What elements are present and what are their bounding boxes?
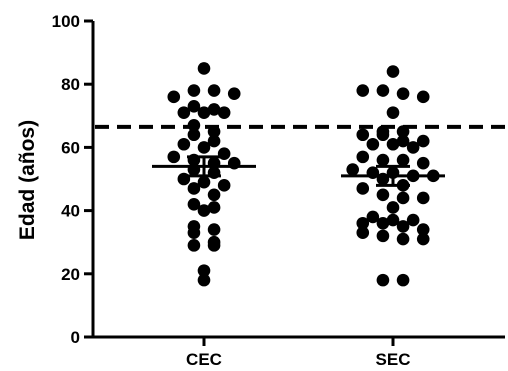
- data-point: [187, 239, 201, 252]
- data-point: [416, 191, 430, 205]
- data-point: [177, 106, 191, 119]
- data-point: [356, 84, 370, 97]
- data-point: [396, 134, 410, 148]
- y-axis-title: Edad (años): [16, 120, 39, 240]
- data-point: [416, 223, 430, 236]
- data-point: [187, 182, 201, 195]
- data-point: [356, 216, 370, 230]
- data-point: [376, 216, 390, 230]
- labels: 0 20 40 60 80 100 CEC SEC: [52, 12, 411, 369]
- data-point: [376, 84, 390, 97]
- data-point: [187, 128, 201, 142]
- y-tick-label: 40: [61, 202, 80, 221]
- data-point: [346, 163, 360, 176]
- data-point: [386, 213, 400, 227]
- data-point: [187, 118, 201, 132]
- data-point: [396, 273, 410, 287]
- data-point: [356, 128, 370, 142]
- data-point: [366, 137, 380, 151]
- mean-sem-bars: [152, 155, 445, 187]
- x-category-label: SEC: [376, 350, 411, 369]
- data-point: [207, 223, 221, 236]
- data-point: [366, 210, 380, 224]
- axes: [84, 19, 505, 346]
- data-point: [396, 191, 410, 205]
- data-point: [396, 87, 410, 100]
- data-point: [217, 179, 231, 192]
- y-tick-label: 60: [61, 138, 80, 157]
- y-tick-label: 20: [61, 265, 80, 284]
- data-point: [227, 87, 241, 100]
- data-point: [197, 264, 211, 277]
- data-point: [396, 232, 410, 246]
- data-point: [356, 182, 370, 195]
- data-point: [167, 90, 181, 104]
- data-point: [406, 141, 420, 154]
- data-point: [207, 235, 221, 249]
- y-tick-label: 80: [61, 75, 80, 94]
- data-points: [167, 62, 440, 287]
- data-point: [416, 90, 430, 104]
- data-point: [376, 153, 390, 167]
- data-point: [187, 100, 201, 113]
- data-point: [396, 125, 410, 138]
- data-point: [207, 125, 221, 138]
- data-point: [177, 137, 191, 151]
- data-point: [197, 106, 211, 119]
- data-point: [376, 229, 390, 243]
- data-point: [187, 220, 201, 233]
- y-tick-label: 0: [71, 328, 80, 347]
- data-point: [376, 273, 390, 287]
- data-point: [416, 134, 430, 148]
- data-point: [416, 232, 430, 246]
- data-point: [386, 65, 400, 78]
- data-point: [406, 213, 420, 227]
- data-point: [187, 84, 201, 97]
- data-point: [386, 106, 400, 119]
- y-tick-label: 100: [52, 12, 80, 31]
- data-point: [197, 273, 211, 287]
- data-point: [396, 220, 410, 233]
- data-point: [356, 150, 370, 164]
- data-point: [207, 201, 221, 214]
- data-point: [207, 134, 221, 148]
- data-point: [386, 137, 400, 151]
- data-point: [207, 103, 221, 116]
- data-point: [197, 62, 211, 75]
- data-point: [376, 188, 390, 202]
- data-point: [386, 201, 400, 214]
- data-point: [197, 175, 211, 189]
- data-point: [376, 125, 390, 138]
- x-category-label: CEC: [186, 350, 222, 369]
- data-point: [207, 84, 221, 97]
- data-point: [207, 188, 221, 202]
- data-point: [416, 156, 430, 170]
- data-point: [187, 197, 201, 211]
- data-point: [197, 204, 211, 217]
- data-point: [167, 150, 181, 164]
- data-point: [217, 106, 231, 119]
- data-point: [356, 226, 370, 240]
- y-axis-title-group: Edad (años): [16, 120, 39, 240]
- data-point: [396, 153, 410, 167]
- data-point: [197, 141, 211, 154]
